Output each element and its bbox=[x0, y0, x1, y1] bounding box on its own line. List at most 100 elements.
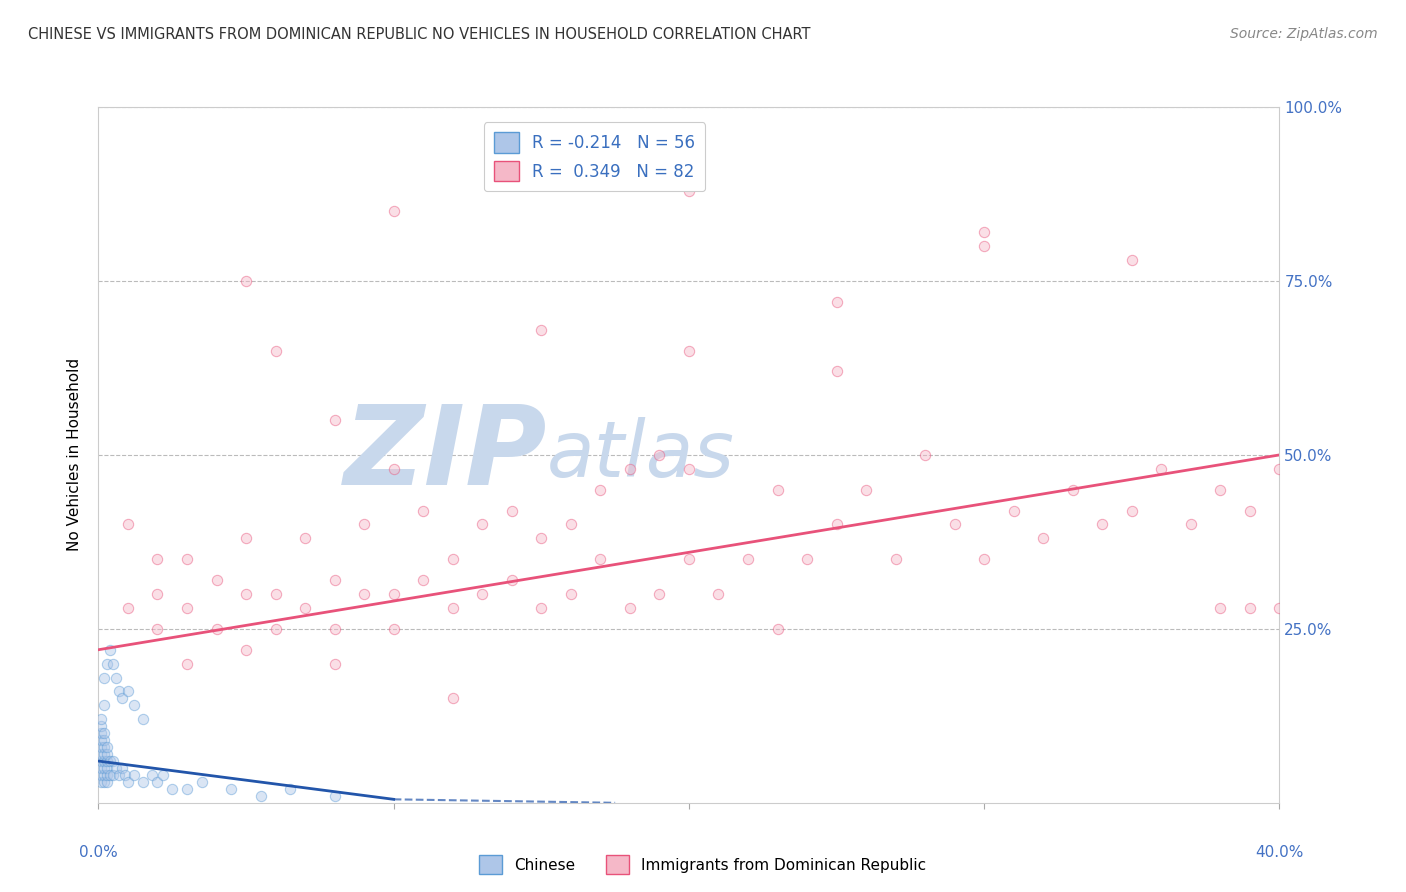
Point bbox=[530, 601, 553, 615]
Point bbox=[122, 768, 145, 782]
Point bbox=[117, 601, 139, 615]
Point bbox=[619, 462, 641, 476]
Point bbox=[205, 622, 228, 636]
Point bbox=[219, 781, 242, 796]
Legend: R = -0.214   N = 56, R =  0.349   N = 82: R = -0.214 N = 56, R = 0.349 N = 82 bbox=[484, 122, 706, 191]
Point bbox=[132, 712, 155, 726]
Point bbox=[471, 587, 494, 601]
Point bbox=[146, 622, 169, 636]
Point bbox=[264, 622, 287, 636]
Point bbox=[1239, 601, 1261, 615]
Point bbox=[382, 462, 405, 476]
Point bbox=[278, 781, 302, 796]
Text: Source: ZipAtlas.com: Source: ZipAtlas.com bbox=[1230, 27, 1378, 41]
Point bbox=[1032, 532, 1054, 546]
Point bbox=[108, 684, 131, 698]
Point bbox=[103, 768, 125, 782]
Point bbox=[530, 532, 553, 546]
Point bbox=[264, 587, 287, 601]
Point bbox=[441, 691, 464, 706]
Point bbox=[855, 483, 877, 497]
Point bbox=[560, 587, 582, 601]
Legend: Chinese, Immigrants from Dominican Republic: Chinese, Immigrants from Dominican Repub… bbox=[474, 849, 932, 880]
Point bbox=[93, 733, 115, 747]
Point bbox=[294, 601, 316, 615]
Point bbox=[678, 552, 700, 566]
Text: ZIP: ZIP bbox=[343, 401, 547, 508]
Point bbox=[176, 781, 198, 796]
Point bbox=[96, 747, 118, 761]
Text: CHINESE VS IMMIGRANTS FROM DOMINICAN REPUBLIC NO VEHICLES IN HOUSEHOLD CORRELATI: CHINESE VS IMMIGRANTS FROM DOMINICAN REP… bbox=[28, 27, 811, 42]
Point bbox=[117, 775, 139, 789]
Point bbox=[250, 789, 273, 803]
Point bbox=[235, 532, 257, 546]
Point bbox=[191, 775, 214, 789]
Point bbox=[323, 789, 346, 803]
Point bbox=[90, 768, 112, 782]
Point bbox=[122, 698, 145, 713]
Point bbox=[323, 573, 346, 587]
Point bbox=[90, 754, 112, 768]
Text: 40.0%: 40.0% bbox=[1256, 845, 1303, 860]
Point bbox=[1002, 503, 1025, 517]
Point bbox=[678, 343, 700, 358]
Point bbox=[176, 552, 198, 566]
Point bbox=[90, 719, 112, 733]
Point bbox=[766, 483, 789, 497]
Point bbox=[1150, 462, 1173, 476]
Point bbox=[96, 740, 118, 755]
Point bbox=[93, 775, 115, 789]
Point bbox=[105, 761, 128, 775]
Point bbox=[1121, 503, 1143, 517]
Point bbox=[111, 761, 134, 775]
Point bbox=[235, 274, 257, 288]
Point bbox=[737, 552, 759, 566]
Point bbox=[146, 775, 169, 789]
Point bbox=[943, 517, 966, 532]
Point bbox=[382, 587, 405, 601]
Point bbox=[1209, 483, 1232, 497]
Point bbox=[1209, 601, 1232, 615]
Point bbox=[441, 601, 464, 615]
Point bbox=[152, 768, 174, 782]
Point bbox=[501, 573, 523, 587]
Point bbox=[678, 462, 700, 476]
Point bbox=[914, 448, 936, 462]
Point bbox=[973, 552, 995, 566]
Point bbox=[323, 657, 346, 671]
Point bbox=[766, 622, 789, 636]
Point bbox=[619, 601, 641, 615]
Point bbox=[825, 364, 848, 378]
Point bbox=[96, 754, 118, 768]
Point bbox=[93, 768, 115, 782]
Point bbox=[93, 747, 115, 761]
Point bbox=[294, 532, 316, 546]
Point bbox=[796, 552, 818, 566]
Point bbox=[1268, 601, 1291, 615]
Point bbox=[146, 552, 169, 566]
Point bbox=[1062, 483, 1084, 497]
Point bbox=[108, 768, 131, 782]
Point bbox=[973, 239, 995, 253]
Point bbox=[353, 587, 375, 601]
Point bbox=[678, 184, 700, 198]
Point bbox=[146, 587, 169, 601]
Point bbox=[103, 657, 125, 671]
Point bbox=[117, 517, 139, 532]
Text: atlas: atlas bbox=[547, 417, 735, 493]
Point bbox=[1239, 503, 1261, 517]
Point bbox=[93, 726, 115, 740]
Point bbox=[90, 775, 112, 789]
Point bbox=[441, 552, 464, 566]
Point bbox=[176, 657, 198, 671]
Point bbox=[589, 483, 612, 497]
Point bbox=[884, 552, 907, 566]
Point bbox=[353, 517, 375, 532]
Point bbox=[93, 754, 115, 768]
Point bbox=[235, 642, 257, 657]
Point bbox=[90, 712, 112, 726]
Point bbox=[205, 573, 228, 587]
Point bbox=[648, 448, 671, 462]
Point bbox=[93, 671, 115, 685]
Point bbox=[141, 768, 163, 782]
